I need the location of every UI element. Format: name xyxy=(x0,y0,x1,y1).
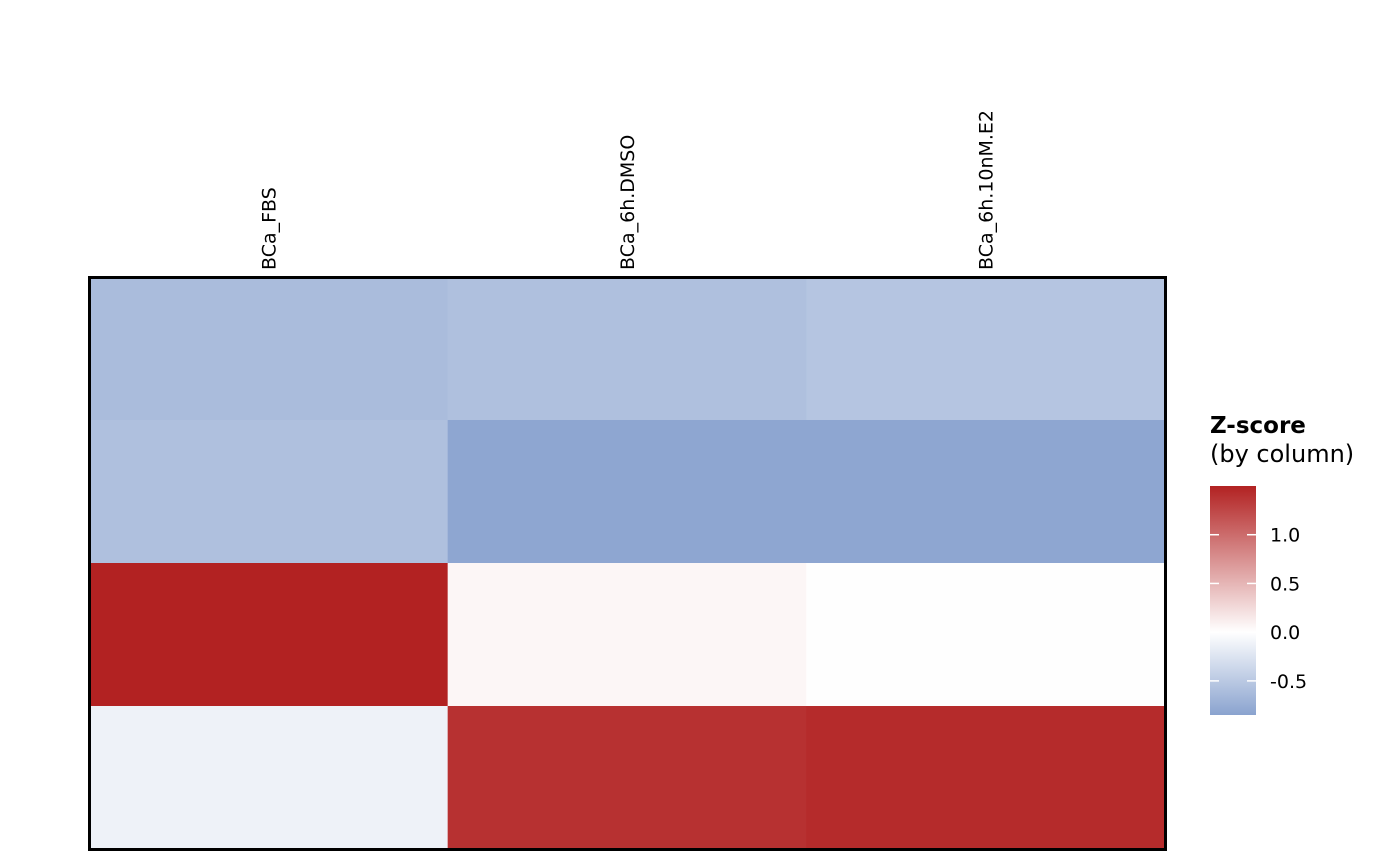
heatmap-cell xyxy=(806,420,1166,564)
legend-tick-label: -0.5 xyxy=(1270,671,1307,693)
column-label: BCa_6h.DMSO xyxy=(617,135,639,270)
heatmap-cell xyxy=(89,563,449,707)
legend-color-bar xyxy=(1210,486,1256,715)
color-legend: Z-score (by column) 1.0 0.5 0.0 -0.5 xyxy=(1210,413,1354,715)
heatmap-cell xyxy=(89,706,449,850)
legend-tick-label: 1.0 xyxy=(1270,525,1300,547)
legend-tick-label: 0.5 xyxy=(1270,573,1300,595)
legend-subtitle: (by column) xyxy=(1210,440,1354,468)
heatmap-border xyxy=(88,276,1167,851)
legend-tick-label: 0.0 xyxy=(1270,622,1300,644)
column-label: BCa_FBS xyxy=(258,187,280,270)
heatmap-cell xyxy=(806,706,1166,850)
heatmap-cells xyxy=(89,277,1166,850)
heatmap-cell xyxy=(806,277,1166,421)
heatmap-cell xyxy=(447,277,807,421)
heatmap-cell xyxy=(447,420,807,564)
heatmap-cell xyxy=(89,277,449,421)
legend-title: Z-score xyxy=(1210,413,1306,439)
heatmap-cell xyxy=(89,420,449,564)
heatmap-cell xyxy=(806,563,1166,707)
column-label: BCa_6h.10nM.E2 xyxy=(976,110,998,270)
heatmap-cell xyxy=(447,563,807,707)
column-labels: BCa_FBS BCa_6h.DMSO BCa_6h.10nM.E2 xyxy=(258,110,997,270)
heatmap-cell xyxy=(447,706,807,850)
legend-ticks: 1.0 0.5 0.0 -0.5 xyxy=(1210,525,1307,693)
